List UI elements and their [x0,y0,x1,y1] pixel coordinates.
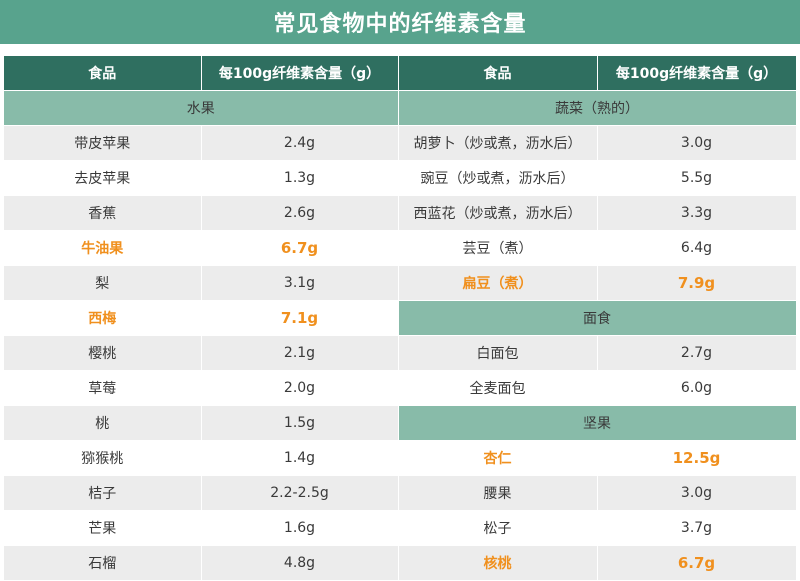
fiber-value: 2.0g [201,370,399,406]
table-row: 带皮苹果 2.4g 胡萝卜（炒或煮，沥水后） 3.0g [4,125,797,161]
table-row: 香蕉 2.6g 西蓝花（炒或煮，沥水后） 3.3g [4,195,797,231]
fiber-value: 3.0g [597,475,797,511]
fiber-value: 1.5g [201,405,399,441]
fiber-value: 4.8g [201,545,399,581]
header-food-right: 食品 [398,56,598,91]
fiber-value: 2.6g [201,195,399,231]
table-row: 西梅 7.1g 面食 [4,300,797,336]
table-row: 石榴 4.8g 核桃 6.7g [4,545,797,581]
food-name: 胡萝卜（炒或煮，沥水后） [398,125,598,161]
food-name: 扁豆（煮） [398,265,598,301]
food-name: 杏仁 [398,440,598,476]
table-row: 樱桃 2.1g 白面包 2.7g [4,335,797,371]
table-row: 桔子 2.2-2.5g 腰果 3.0g [4,475,797,511]
table-row: 去皮苹果 1.3g 豌豆（炒或煮，沥水后） 5.5g [4,160,797,196]
section-row: 水果 蔬菜（熟的） [4,90,797,126]
header-content-left: 每100g纤维素含量（g） [201,56,399,91]
header-row: 食品 每100g纤维素含量（g） 食品 每100g纤维素含量（g） [4,56,797,91]
food-name: 猕猴桃 [4,440,202,476]
fiber-value: 3.1g [201,265,399,301]
fiber-value: 1.3g [201,160,399,196]
food-name: 石榴 [4,545,202,581]
food-name: 腰果 [398,475,598,511]
food-name: 去皮苹果 [4,160,202,196]
food-name: 桔子 [4,475,202,511]
fiber-value: 1.6g [201,510,399,546]
section-nuts: 坚果 [398,405,797,441]
header-content-right: 每100g纤维素含量（g） [597,56,797,91]
food-name: 草莓 [4,370,202,406]
table-row: 梨 3.1g 扁豆（煮） 7.9g [4,265,797,301]
food-name: 香蕉 [4,195,202,231]
header-food-left: 食品 [4,56,202,91]
fiber-value: 6.7g [201,230,399,266]
fiber-value: 1.4g [201,440,399,476]
food-name: 西梅 [4,300,202,336]
food-name: 芒果 [4,510,202,546]
fiber-value: 6.7g [597,545,797,581]
fiber-value: 3.0g [597,125,797,161]
food-name: 西蓝花（炒或煮，沥水后） [398,195,598,231]
food-name: 桃 [4,405,202,441]
food-name: 全麦面包 [398,370,598,406]
food-name: 带皮苹果 [4,125,202,161]
food-name: 白面包 [398,335,598,371]
food-name: 梨 [4,265,202,301]
fiber-value: 2.1g [201,335,399,371]
fiber-value: 2.4g [201,125,399,161]
page-title: 常见食物中的纤维素含量 [0,0,800,44]
fiber-value: 6.0g [597,370,797,406]
food-name: 樱桃 [4,335,202,371]
fiber-table: 食品 每100g纤维素含量（g） 食品 每100g纤维素含量（g） 水果 蔬菜（… [4,56,797,581]
section-noodle: 面食 [398,300,797,336]
food-name: 牛油果 [4,230,202,266]
section-veg: 蔬菜（熟的） [398,90,797,126]
fiber-value: 3.7g [597,510,797,546]
fiber-value: 5.5g [597,160,797,196]
fiber-value: 2.7g [597,335,797,371]
fiber-value: 12.5g [597,440,797,476]
table-row: 桃 1.5g 坚果 [4,405,797,441]
fiber-value: 3.3g [597,195,797,231]
food-name: 芸豆（煮） [398,230,598,266]
food-name: 松子 [398,510,598,546]
fiber-value: 7.1g [201,300,399,336]
table-row: 猕猴桃 1.4g 杏仁 12.5g [4,440,797,476]
table-row: 草莓 2.0g 全麦面包 6.0g [4,370,797,406]
table-row: 牛油果 6.7g 芸豆（煮） 6.4g [4,230,797,266]
food-name: 核桃 [398,545,598,581]
fiber-value: 6.4g [597,230,797,266]
table-row: 芒果 1.6g 松子 3.7g [4,510,797,546]
fiber-value: 2.2-2.5g [201,475,399,511]
section-fruit: 水果 [4,90,399,126]
food-name: 豌豆（炒或煮，沥水后） [398,160,598,196]
divider [0,44,800,56]
fiber-value: 7.9g [597,265,797,301]
